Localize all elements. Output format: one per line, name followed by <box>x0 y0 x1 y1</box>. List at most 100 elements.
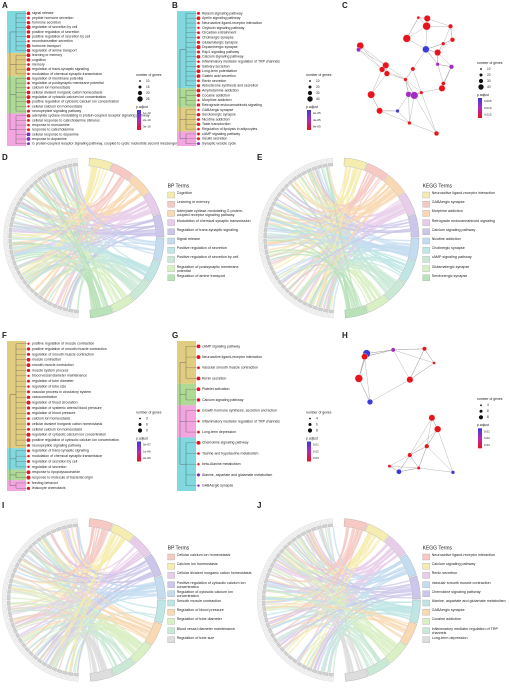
chord <box>42 178 155 229</box>
term-label: vasoconstriction <box>32 395 57 399</box>
gene-segment <box>280 283 287 290</box>
chord <box>271 186 391 222</box>
gene-label-tick <box>21 286 29 293</box>
term-dot <box>26 99 31 104</box>
network-edge <box>389 454 410 467</box>
legend-swatch <box>422 636 430 643</box>
legend-swatch <box>167 609 175 616</box>
legend-entry-box: Calcium signaling pathway <box>432 562 476 566</box>
gene-segment <box>9 249 14 255</box>
gene-segment <box>17 637 24 644</box>
chord <box>74 166 156 244</box>
gene-label-tick <box>288 171 296 179</box>
size-legend-dot <box>139 80 141 82</box>
term-dot <box>26 363 31 367</box>
legend-swatch <box>167 599 175 607</box>
gene-segment <box>287 179 294 186</box>
network-edge <box>443 66 452 84</box>
size-legend-title: number of genes <box>306 410 332 414</box>
gene-label-tick <box>44 304 52 311</box>
chord <box>321 168 411 246</box>
chord <box>283 551 387 657</box>
gene-segment <box>41 172 48 179</box>
legend-swatch <box>167 191 175 199</box>
size-legend-dot <box>307 96 313 102</box>
legend-swatch <box>422 553 430 561</box>
gene-segment <box>24 187 31 193</box>
term-dot <box>26 475 31 480</box>
term-dot <box>26 352 31 356</box>
term-dot <box>197 452 200 455</box>
chord <box>37 542 117 667</box>
size-legend-dot <box>137 96 143 102</box>
size-legend-dot <box>137 428 143 433</box>
gene-label-tick <box>5 623 12 631</box>
chord <box>18 212 152 270</box>
gene-segment <box>20 642 27 649</box>
gene-segment <box>262 600 266 606</box>
term-dot <box>27 105 30 108</box>
gene-segment <box>296 172 303 179</box>
term-label: cellular response to catecholamine stimu… <box>32 118 100 122</box>
size-legend-dot <box>137 90 143 96</box>
term-dot <box>26 109 31 113</box>
network-node <box>433 130 440 136</box>
legend-entry: GABAergic synapse <box>431 200 465 205</box>
term-label: regulation of tube size <box>32 384 66 388</box>
legend-entry: Calcium signaling pathway <box>431 227 476 232</box>
network-edge <box>437 429 454 473</box>
gene-label-tick <box>11 271 18 279</box>
colorbar-title: p.adjust <box>477 423 489 427</box>
gene-label-tick <box>259 618 265 625</box>
chord <box>269 555 398 625</box>
term-label: Salivary secretion <box>202 64 230 68</box>
gene-label-tick <box>16 549 23 557</box>
gene-label-tick <box>322 312 328 318</box>
chord <box>268 249 349 310</box>
gene-segment <box>268 205 274 212</box>
gene-segment <box>284 287 290 294</box>
gene-segment <box>19 274 25 281</box>
chord <box>24 168 105 280</box>
term-label: calcium ion homeostasis <box>32 417 70 421</box>
gene-label-tick <box>320 519 327 525</box>
legend-swatch <box>422 201 430 208</box>
gene-label-tick <box>260 623 267 631</box>
gene-segment <box>72 523 78 528</box>
gene-label-tick <box>60 674 67 680</box>
legend-entry-box: Cocaine addiction <box>432 617 461 621</box>
term-dot <box>27 385 30 388</box>
term-segment <box>398 192 416 216</box>
gene-label-tick <box>262 209 268 216</box>
term-label: cellular response to dopamine <box>32 132 79 136</box>
legend-entry: Smooth muscle contraction <box>176 599 222 603</box>
gene-label-tick <box>66 158 73 164</box>
term-label: GABAergic synapse <box>202 108 233 112</box>
gene-segment <box>262 583 267 590</box>
term-segment <box>144 621 162 646</box>
term-segment <box>399 553 417 578</box>
size-legend-dot <box>308 85 312 89</box>
term-dot <box>26 34 31 39</box>
gene-label-tick <box>67 312 73 318</box>
gene-label-tick <box>310 309 317 315</box>
legend-entry-box: Retrograde endocannabinoid signaling <box>432 219 495 223</box>
term-segment <box>365 523 389 542</box>
chord <box>38 264 135 295</box>
term-dot <box>197 142 200 146</box>
gene-segment <box>287 654 294 661</box>
network-node <box>356 47 361 53</box>
legend-entry: Alanine, aspartate and glutamate metabol… <box>431 599 506 603</box>
term-label: response to monoamine <box>32 123 70 127</box>
colorbar-label: 2e-05 <box>313 111 321 115</box>
term-label: regulation of trans-synaptic signaling <box>32 67 89 71</box>
gene-label-tick <box>3 238 8 245</box>
term-dot <box>26 95 31 100</box>
chord <box>35 183 105 308</box>
legend-swatch <box>167 590 175 597</box>
size-legend-title: number of genes <box>136 410 162 414</box>
chord <box>23 198 108 307</box>
chord <box>68 537 124 672</box>
legend-entry: Neuroactive ligand-receptor interaction <box>431 191 495 195</box>
chord <box>292 542 412 594</box>
